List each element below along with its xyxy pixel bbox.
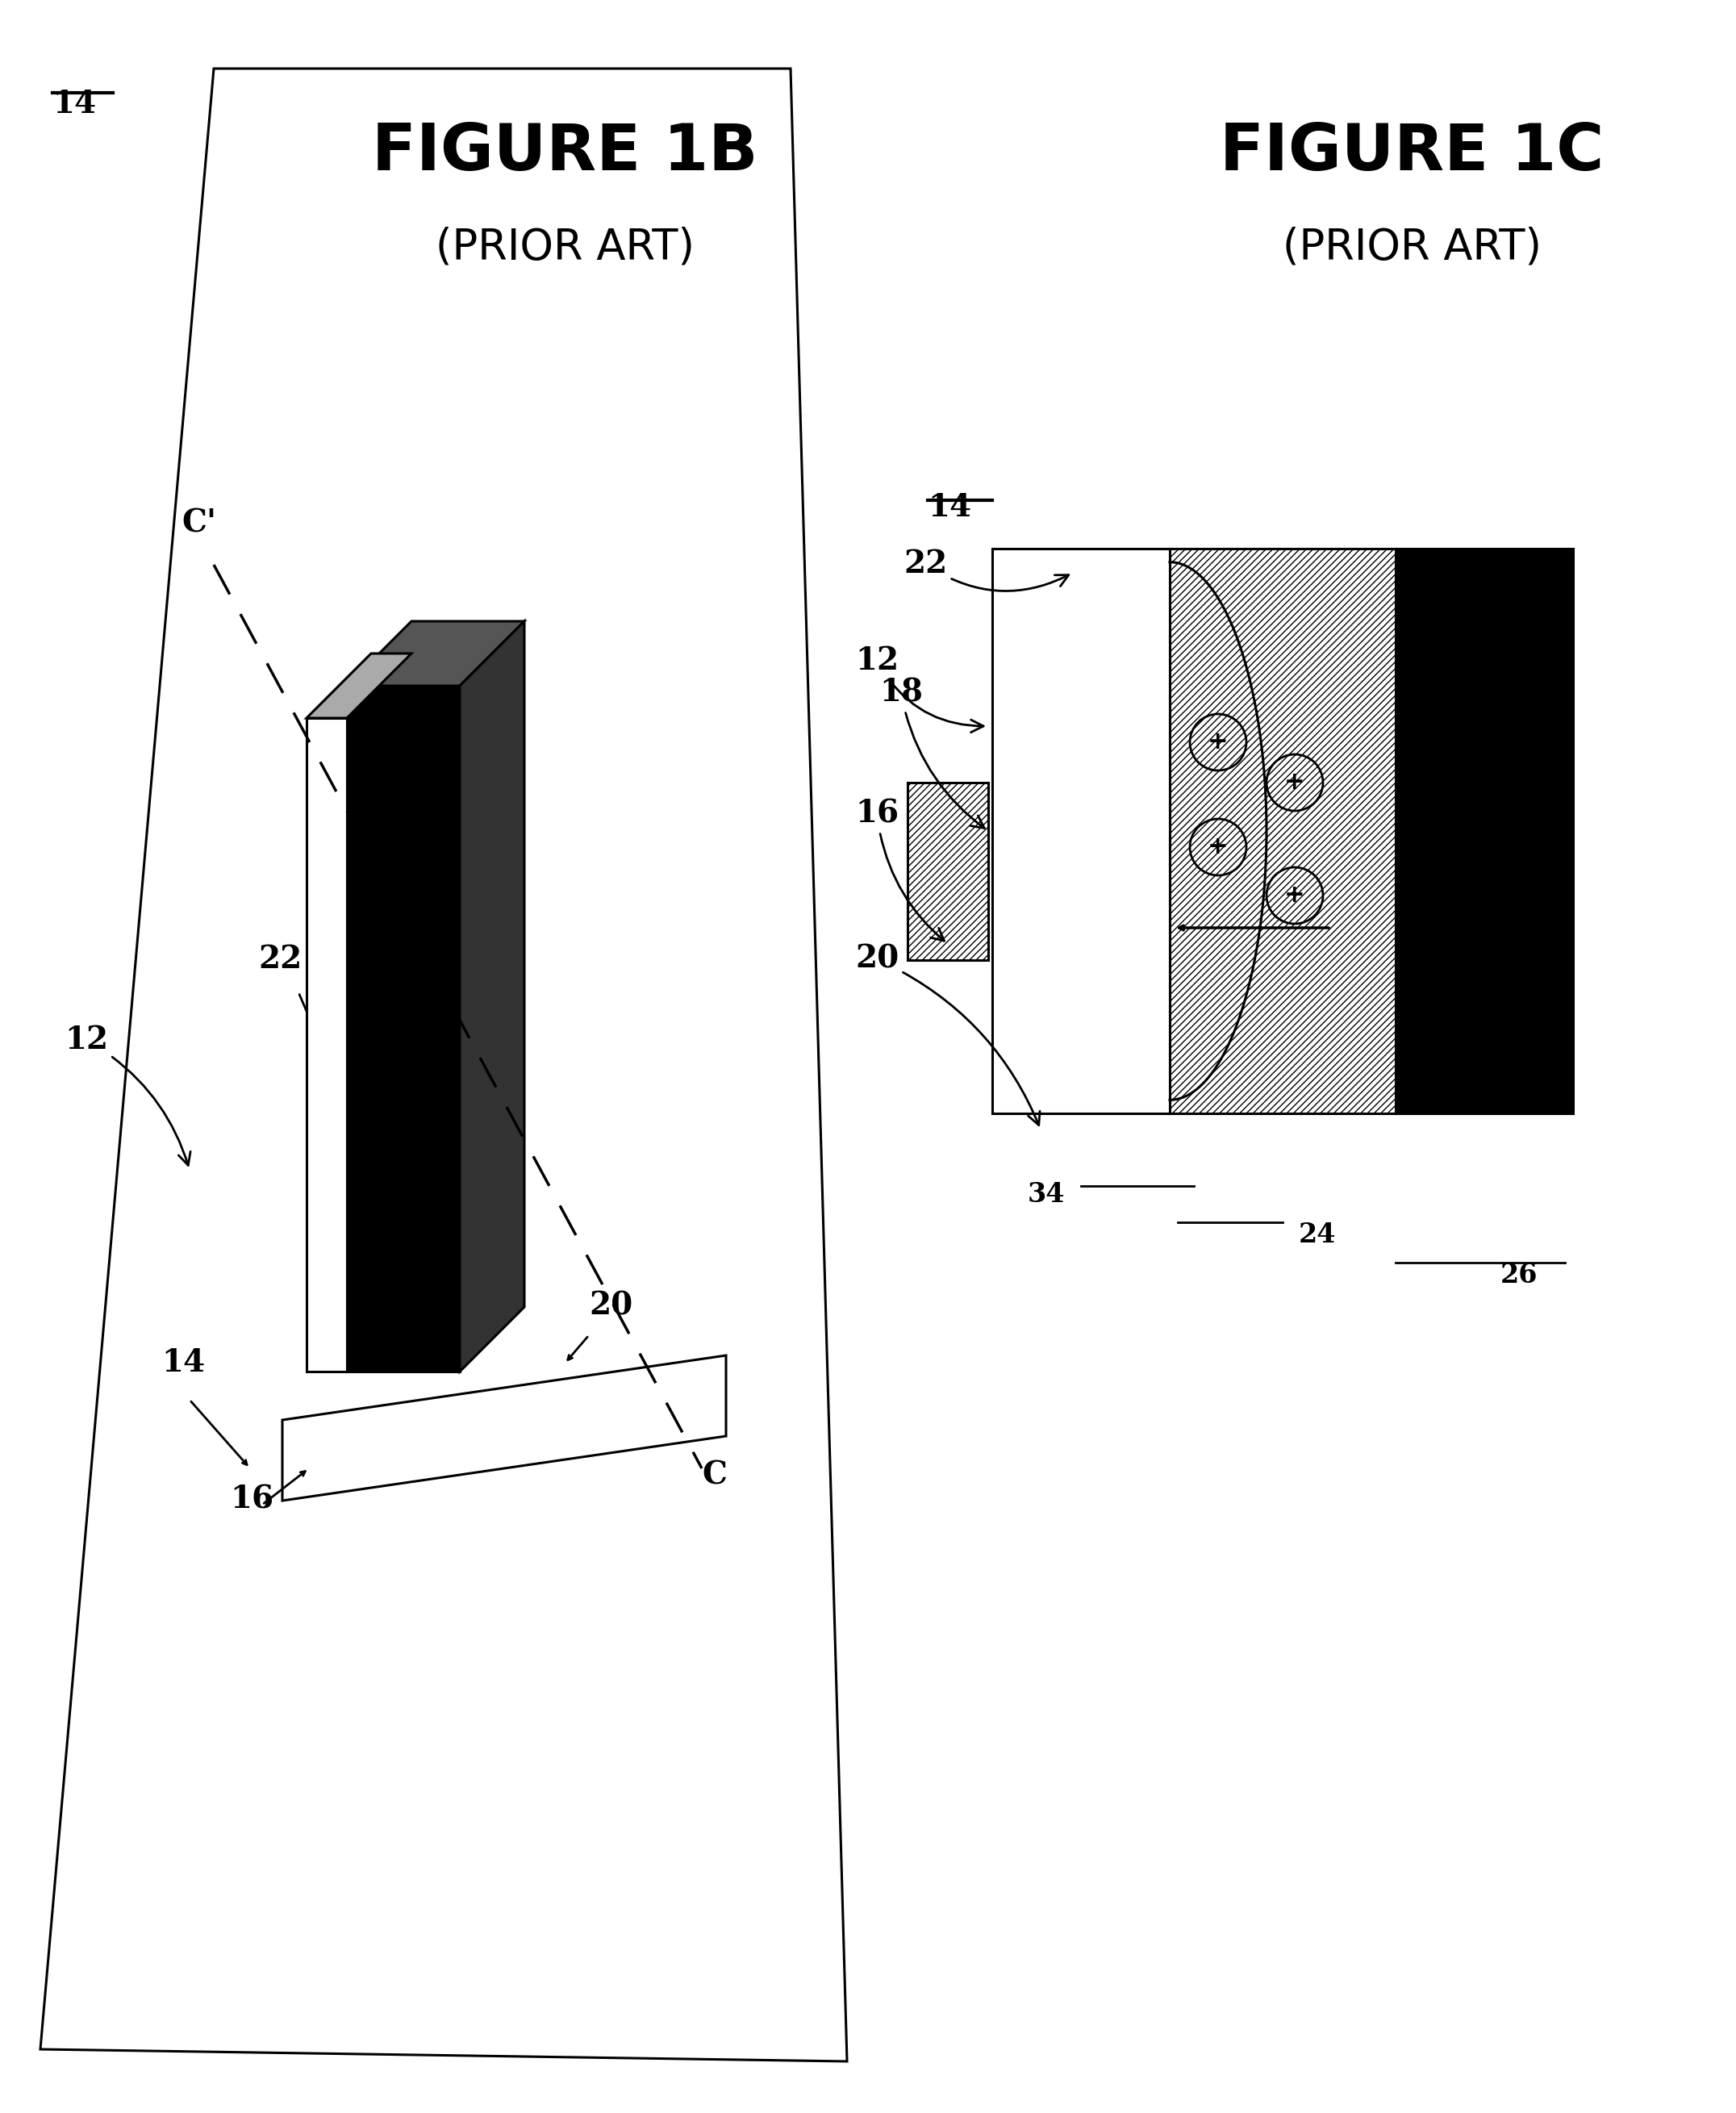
Text: C': C' [182, 509, 217, 539]
Text: FIGURE 1C: FIGURE 1C [1220, 120, 1604, 184]
Text: 14: 14 [927, 492, 972, 522]
Polygon shape [347, 621, 524, 687]
Polygon shape [460, 621, 524, 1371]
Text: 18: 18 [880, 678, 984, 828]
Text: (PRIOR ART): (PRIOR ART) [1283, 226, 1542, 268]
Text: 16: 16 [856, 799, 944, 940]
Bar [1396, 549, 1573, 1114]
Text: 20: 20 [856, 945, 1040, 1124]
Text: 24: 24 [1299, 1221, 1337, 1249]
Text: 20: 20 [589, 1291, 632, 1321]
Text: 34: 34 [1028, 1181, 1064, 1209]
Polygon shape [283, 1354, 726, 1500]
Text: +: + [1285, 883, 1305, 906]
Text: 26: 26 [1500, 1261, 1538, 1289]
Text: 12: 12 [64, 1025, 191, 1164]
Bar [993, 549, 1170, 1114]
Polygon shape [40, 68, 847, 2062]
Text: 14: 14 [52, 89, 95, 120]
Text: +: + [1208, 731, 1229, 754]
Text: 12: 12 [856, 644, 984, 733]
Text: 16: 16 [229, 1485, 274, 1515]
Text: C: C [701, 1460, 727, 1492]
Text: (PRIOR ART): (PRIOR ART) [436, 226, 694, 268]
Text: 22: 22 [903, 549, 1069, 592]
Text: +: + [1285, 771, 1305, 794]
Polygon shape [347, 687, 460, 1371]
Text: 14: 14 [161, 1348, 205, 1378]
Bar [908, 782, 988, 959]
Bar [1170, 549, 1396, 1114]
Polygon shape [307, 653, 411, 718]
Polygon shape [307, 718, 347, 1371]
Text: +: + [1208, 835, 1229, 858]
Text: 22: 22 [259, 945, 302, 974]
Text: FIGURE 1B: FIGURE 1B [372, 120, 757, 184]
